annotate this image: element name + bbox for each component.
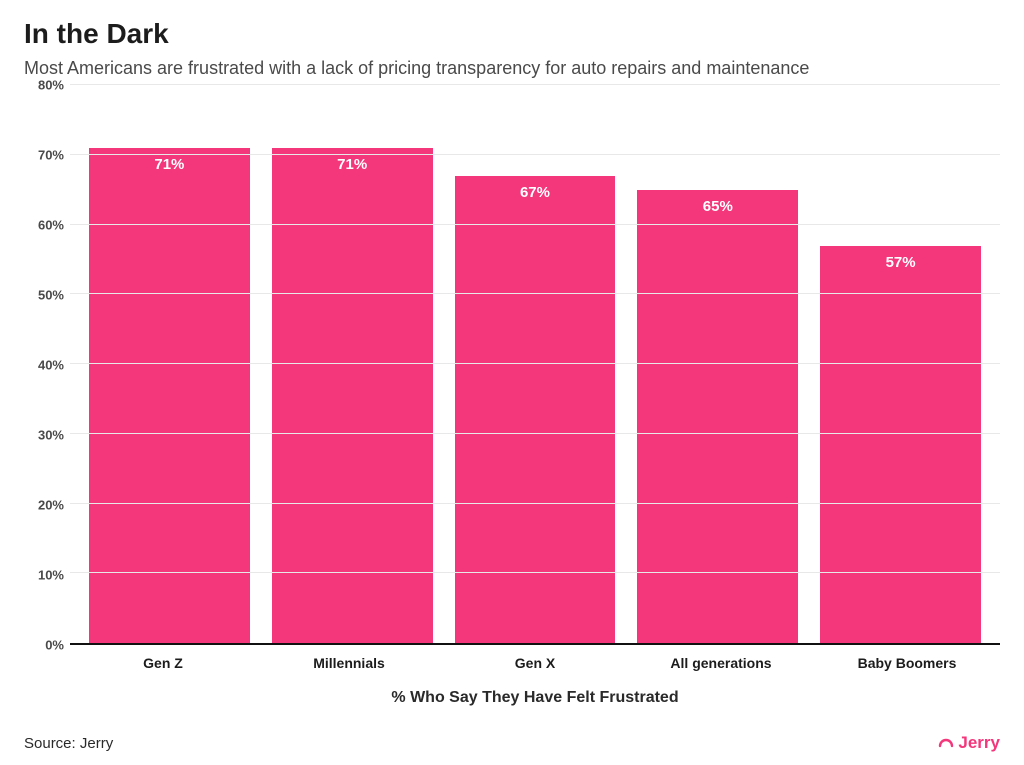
bar-slot: 67%	[444, 85, 627, 643]
x-axis-labels: Gen ZMillennialsGen XAll generationsBaby…	[24, 655, 1000, 671]
bar-value-label: 65%	[703, 198, 733, 215]
gridline	[70, 224, 1000, 225]
bar-value-label: 71%	[337, 156, 367, 173]
chart-title: In the Dark	[24, 18, 1000, 50]
y-tick-label: 80%	[38, 78, 64, 93]
gridline	[70, 363, 1000, 364]
gridline	[70, 154, 1000, 155]
y-axis: 0%10%20%30%40%50%60%70%80%	[24, 85, 70, 645]
bar: 65%	[637, 190, 798, 643]
gridline	[70, 503, 1000, 504]
y-tick-label: 50%	[38, 288, 64, 303]
bar: 71%	[272, 148, 433, 643]
bar-slot: 71%	[261, 85, 444, 643]
chart-subtitle: Most Americans are frustrated with a lac…	[24, 58, 1000, 79]
brand-logo: Jerry	[938, 733, 1000, 753]
source-text: Source: Jerry	[24, 735, 113, 752]
bar-slot: 57%	[809, 85, 992, 643]
gridline	[70, 572, 1000, 573]
x-axis-label: Gen X	[442, 655, 628, 671]
bars-group: 71% 71% 67% 65% 57%	[70, 85, 1000, 643]
brand-text: Jerry	[958, 733, 1000, 753]
chart-area: 0%10%20%30%40%50%60%70%80% 71%71%67%65%5…	[24, 85, 1000, 707]
bar-slot: 65%	[626, 85, 809, 643]
plot-row: 0%10%20%30%40%50%60%70%80% 71%71%67%65%5…	[24, 85, 1000, 645]
y-tick-label: 70%	[38, 148, 64, 163]
x-axis-label: All generations	[628, 655, 814, 671]
gridline	[70, 293, 1000, 294]
y-tick-label: 0%	[45, 638, 64, 653]
bar-value-label: 71%	[154, 156, 184, 173]
plot-area: 71% 71% 67% 65% 57%	[70, 85, 1000, 645]
x-axis-label: Millennials	[256, 655, 442, 671]
x-axis-title: % Who Say They Have Felt Frustrated	[391, 689, 678, 706]
x-axis-label: Gen Z	[70, 655, 256, 671]
gridline	[70, 433, 1000, 434]
bar-value-label: 57%	[886, 254, 916, 271]
y-tick-label: 40%	[38, 358, 64, 373]
x-axis-title-row: % Who Say They Have Felt Frustrated	[24, 689, 1000, 707]
brand-arc-icon	[938, 733, 954, 753]
x-axis-label: Baby Boomers	[814, 655, 1000, 671]
y-tick-label: 30%	[38, 428, 64, 443]
chart-container: In the Dark Most Americans are frustrate…	[0, 0, 1024, 765]
bar: 71%	[89, 148, 250, 643]
chart-footer: Source: Jerry Jerry	[24, 727, 1000, 753]
gridline	[70, 84, 1000, 85]
bar-value-label: 67%	[520, 184, 550, 201]
y-tick-label: 20%	[38, 498, 64, 513]
y-tick-label: 60%	[38, 218, 64, 233]
bar-slot: 71%	[78, 85, 261, 643]
bar: 57%	[820, 246, 981, 643]
y-tick-label: 10%	[38, 568, 64, 583]
